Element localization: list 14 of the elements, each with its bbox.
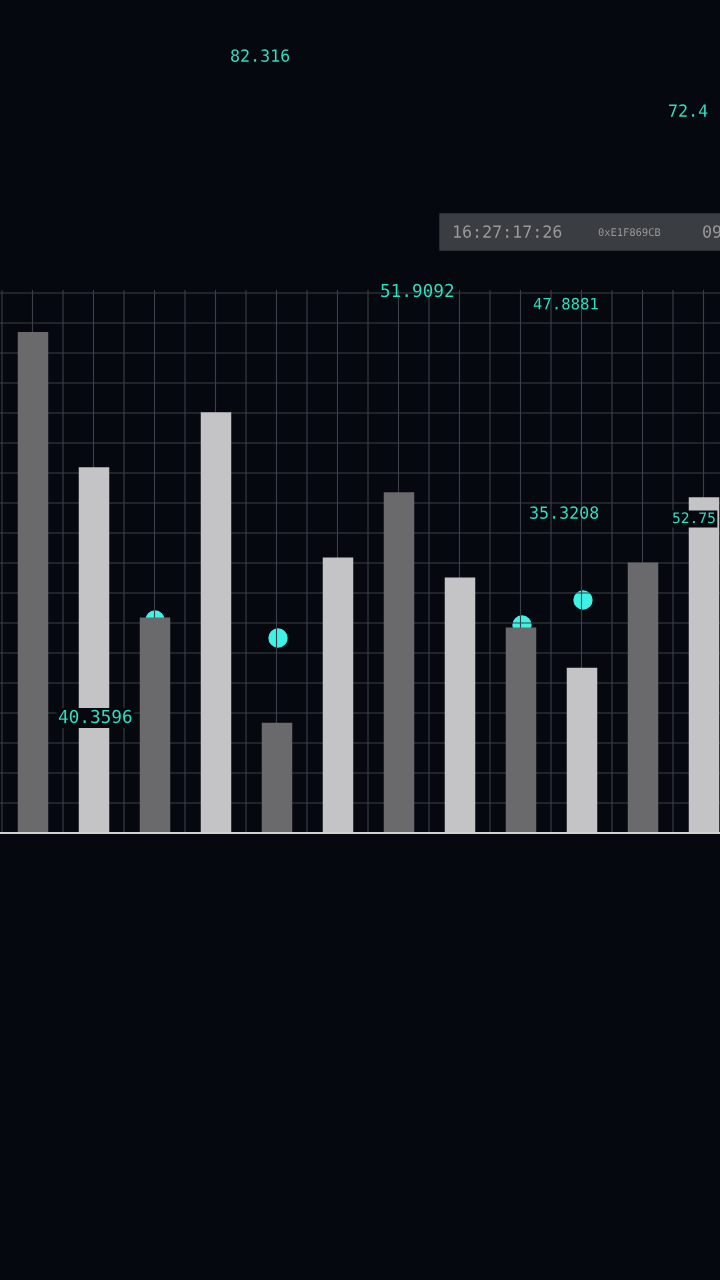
text: 0xE1F869CB — [598, 228, 661, 237]
text: 72.4 — [669, 104, 708, 117]
text: 16:27:17:26 — [454, 225, 562, 238]
bar — [17, 332, 49, 833]
text: 47.8881 — [533, 297, 598, 310]
annotation: 52.75 — [673, 512, 715, 524]
text: 82.316 — [231, 49, 290, 62]
text: 51.9092 — [381, 283, 454, 298]
annotation: 40.3596 — [58, 709, 132, 724]
annotation: 35.3208 — [530, 506, 599, 519]
text: 09 — [703, 225, 720, 238]
bar — [261, 722, 293, 833]
bar — [383, 492, 415, 833]
bar — [627, 562, 659, 833]
